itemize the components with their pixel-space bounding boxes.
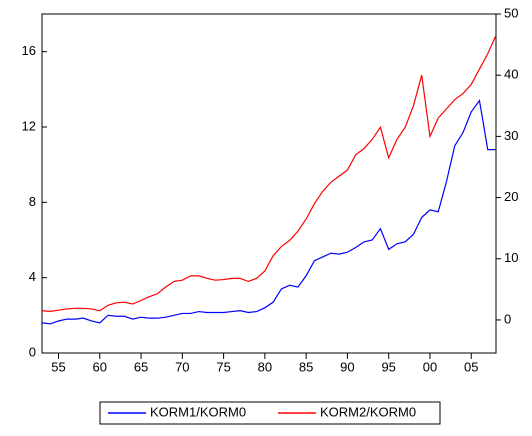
y2-tick-label: 20 [504,189,518,204]
y2-tick-label: 0 [504,311,511,326]
y-tick-label: 0 [29,344,36,359]
y2-tick-label: 50 [504,5,518,20]
x-tick-label: 75 [216,359,230,374]
y2-tick-label: 10 [504,250,518,265]
y2-tick-label: 40 [504,67,518,82]
x-tick-label: 70 [175,359,189,374]
x-tick-label: 65 [134,359,148,374]
series-line [41,99,496,325]
plot-frame [41,13,497,354]
legend-box [99,401,441,425]
x-tick-label: 85 [299,359,313,374]
y-tick-label: 12 [22,118,36,133]
y-tick-label: 8 [29,194,36,209]
x-tick-label: 80 [258,359,272,374]
legend-label: KORM2/KORM0 [320,404,416,419]
x-tick-label: 05 [464,359,478,374]
x-tick-label: 90 [340,359,354,374]
series-line [41,35,497,312]
x-tick-label: 55 [51,359,65,374]
y-tick-label: 4 [29,269,36,284]
x-tick-label: 00 [423,359,437,374]
x-tick-label: 60 [93,359,107,374]
legend-label: KORM1/KORM0 [150,404,246,419]
y-tick-label: 16 [22,43,36,58]
y2-tick-label: 30 [504,128,518,143]
x-tick-label: 95 [381,359,395,374]
